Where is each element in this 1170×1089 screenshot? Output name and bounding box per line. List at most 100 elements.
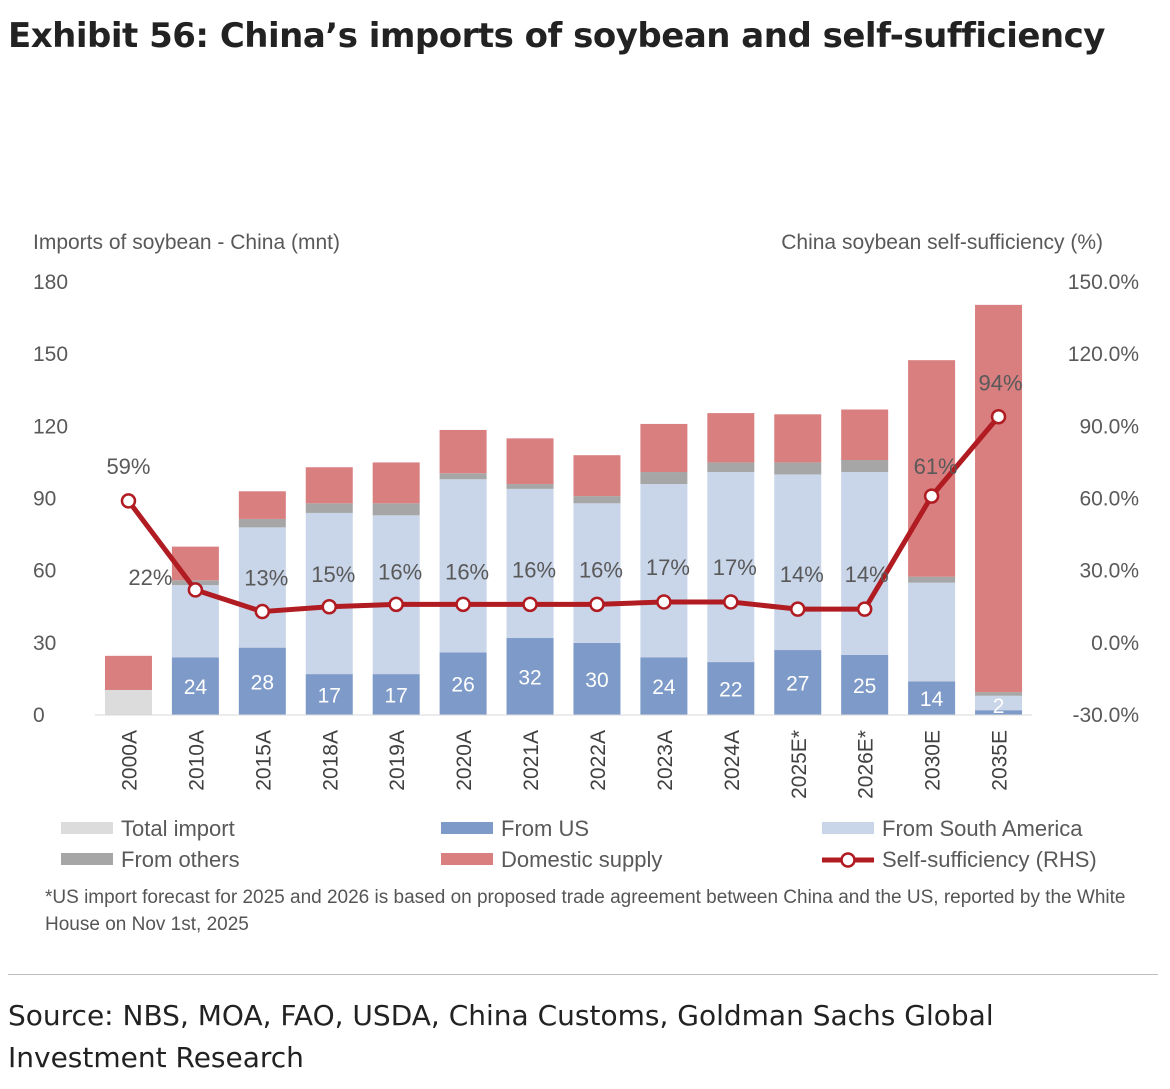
bar-domestic-supply-2018a: [305, 467, 353, 504]
bar-from-us-2024a: [707, 662, 755, 715]
bar-from-south-america-2026e: [841, 472, 889, 655]
bar-from-us-2035e: [975, 710, 1023, 715]
self-sufficiency-point: [990, 408, 1007, 425]
category-label: 2030E: [922, 730, 945, 791]
bar-from-south-america-2015a: [238, 527, 286, 648]
bar-total-import-2000a: [104, 689, 152, 715]
bar-from-us-2010a: [171, 657, 219, 715]
us-data-label: 2: [993, 695, 1005, 718]
right-tick-label: 30.0%: [1079, 560, 1139, 583]
bar-domestic-supply-2024a: [707, 413, 755, 463]
us-data-label: 28: [251, 671, 274, 694]
legend-swatch: [441, 822, 493, 834]
us-data-label: 26: [451, 674, 474, 697]
legend-swatch: [61, 822, 113, 834]
us-data-label: 22: [719, 679, 742, 702]
category-label: 2019A: [386, 730, 409, 791]
us-data-label: 27: [786, 673, 809, 696]
bar-from-others-2030e: [908, 576, 956, 583]
bar-from-others-2015a: [238, 518, 286, 528]
category-label: 2020A: [453, 730, 476, 791]
bar-from-us-2025e: [774, 650, 822, 715]
bar-from-others-2019a: [372, 503, 420, 516]
chart: Imports of soybean - China (mnt) China so…: [33, 231, 1139, 872]
bar-from-south-america-2021a: [506, 488, 554, 639]
bar-from-others-2025e: [774, 462, 822, 475]
category-label: 2010A: [185, 730, 208, 791]
bar-domestic-supply-2026e: [841, 409, 889, 461]
category-label: 2026E*: [855, 730, 878, 799]
bar-from-us-2018a: [305, 674, 353, 715]
bar-domestic-supply-2020a: [439, 429, 487, 474]
right-tick-label: 60.0%: [1079, 488, 1139, 511]
self-sufficiency-label: 59%: [106, 454, 150, 479]
bar-domestic-supply-2035e: [975, 304, 1023, 693]
self-sufficiency-point: [321, 599, 337, 615]
self-sufficiency-label: 17%: [646, 555, 690, 580]
legend-label: Total import: [121, 816, 235, 841]
self-sufficiency-point: [187, 582, 204, 598]
legend-swatch: [822, 822, 874, 834]
right-tick-label: 90.0%: [1079, 415, 1139, 438]
bar-domestic-supply-2010a: [171, 546, 219, 581]
bar-from-south-america-2024a: [707, 472, 755, 663]
us-data-label: 25: [853, 675, 876, 698]
divider: [8, 974, 1158, 975]
legend-label: Domestic supply: [501, 847, 662, 872]
bar-from-us-2015a: [238, 647, 286, 715]
self-sufficiency-label: 13%: [244, 566, 288, 591]
left-tick-label: 180: [33, 271, 68, 294]
bar-from-others-2022a: [573, 496, 621, 504]
bar-from-others-2026e: [841, 460, 889, 473]
bar-from-others-2023a: [640, 472, 688, 485]
self-sufficiency-point: [656, 594, 672, 610]
self-sufficiency-line: [126, 415, 1001, 615]
bar-from-us-2021a: [506, 638, 554, 715]
us-data-label: 17: [318, 685, 341, 708]
legend-label: From others: [121, 847, 240, 872]
us-data-label: 32: [518, 667, 541, 690]
bar-from-others-2035e: [975, 692, 1023, 696]
self-sufficiency-point: [254, 603, 271, 620]
category-label: 2015A: [252, 730, 275, 791]
bar-domestic-supply-2030e: [908, 360, 956, 577]
bar-domestic-supply-2015a: [238, 491, 286, 519]
category-label: 2023A: [654, 730, 677, 791]
category-label: 2024A: [721, 730, 744, 791]
self-sufficiency-label: 61%: [914, 454, 958, 479]
footnote: *US import forecast for 2025 and 2026 is…: [45, 887, 1126, 935]
page-title: Exhibit 56: China’s imports of soybean a…: [8, 16, 1105, 56]
legend-swatch-marker: [840, 852, 856, 868]
legend-label: From South America: [882, 816, 1083, 841]
bar-from-others-2024a: [707, 462, 755, 473]
left-tick-label: 120: [33, 415, 68, 438]
self-sufficiency-label: 14%: [780, 562, 824, 587]
self-sufficiency-point: [589, 596, 605, 613]
self-sufficiency-label: 14%: [845, 562, 889, 587]
bar-domestic-supply-2022a: [573, 455, 621, 497]
self-sufficiency-point: [923, 488, 940, 504]
bar-from-south-america-2020a: [439, 479, 487, 653]
bar-from-others-2018a: [305, 503, 353, 513]
bar-from-south-america-2030e: [908, 582, 956, 682]
bar-from-south-america-2023a: [640, 484, 688, 658]
bar-domestic-supply-2025e: [774, 414, 822, 463]
legend-label: From US: [501, 816, 589, 841]
left-axis-title: Imports of soybean - China (mnt): [33, 231, 340, 254]
self-sufficiency-label: 22%: [128, 565, 172, 590]
self-sufficiency-label: 15%: [311, 562, 355, 587]
us-data-label: 30: [585, 669, 608, 692]
bar-from-us-2020a: [439, 652, 487, 715]
us-data-label: 17: [384, 685, 407, 708]
bar-from-us-2023a: [640, 657, 688, 715]
us-data-label: 14: [920, 688, 944, 711]
bar-from-us-2019a: [372, 674, 420, 715]
self-sufficiency-point: [522, 596, 538, 613]
bar-from-south-america-2019a: [372, 515, 420, 675]
category-label: 2021A: [520, 730, 543, 791]
category-label: 2018A: [319, 730, 342, 791]
bar-from-others-2021a: [506, 484, 554, 489]
left-tick-label: 150: [33, 343, 68, 366]
bar-domestic-supply-2019a: [372, 462, 420, 504]
category-label: 2035E: [989, 730, 1012, 791]
